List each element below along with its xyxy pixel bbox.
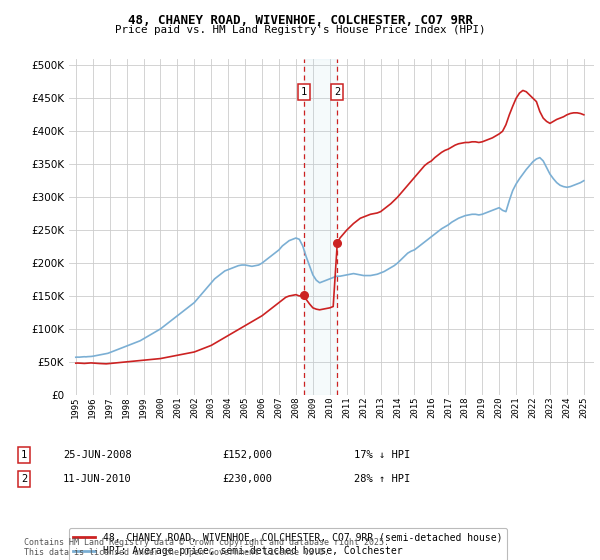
Text: 28% ↑ HPI: 28% ↑ HPI (354, 474, 410, 484)
Text: £152,000: £152,000 (222, 450, 272, 460)
Text: 2: 2 (21, 474, 27, 484)
Text: Price paid vs. HM Land Registry's House Price Index (HPI): Price paid vs. HM Land Registry's House … (115, 25, 485, 35)
Text: 17% ↓ HPI: 17% ↓ HPI (354, 450, 410, 460)
Text: £230,000: £230,000 (222, 474, 272, 484)
Text: 11-JUN-2010: 11-JUN-2010 (63, 474, 132, 484)
Text: 1: 1 (21, 450, 27, 460)
Text: 1: 1 (301, 87, 307, 97)
Text: Contains HM Land Registry data © Crown copyright and database right 2025.
This d: Contains HM Land Registry data © Crown c… (24, 538, 389, 557)
Legend: 48, CHANEY ROAD, WIVENHOE, COLCHESTER, CO7 9RR (semi-detached house), HPI: Avera: 48, CHANEY ROAD, WIVENHOE, COLCHESTER, C… (68, 528, 507, 560)
Text: 25-JUN-2008: 25-JUN-2008 (63, 450, 132, 460)
Text: 2: 2 (334, 87, 340, 97)
Bar (304, 59, 337, 395)
Text: 48, CHANEY ROAD, WIVENHOE, COLCHESTER, CO7 9RR: 48, CHANEY ROAD, WIVENHOE, COLCHESTER, C… (128, 14, 473, 27)
